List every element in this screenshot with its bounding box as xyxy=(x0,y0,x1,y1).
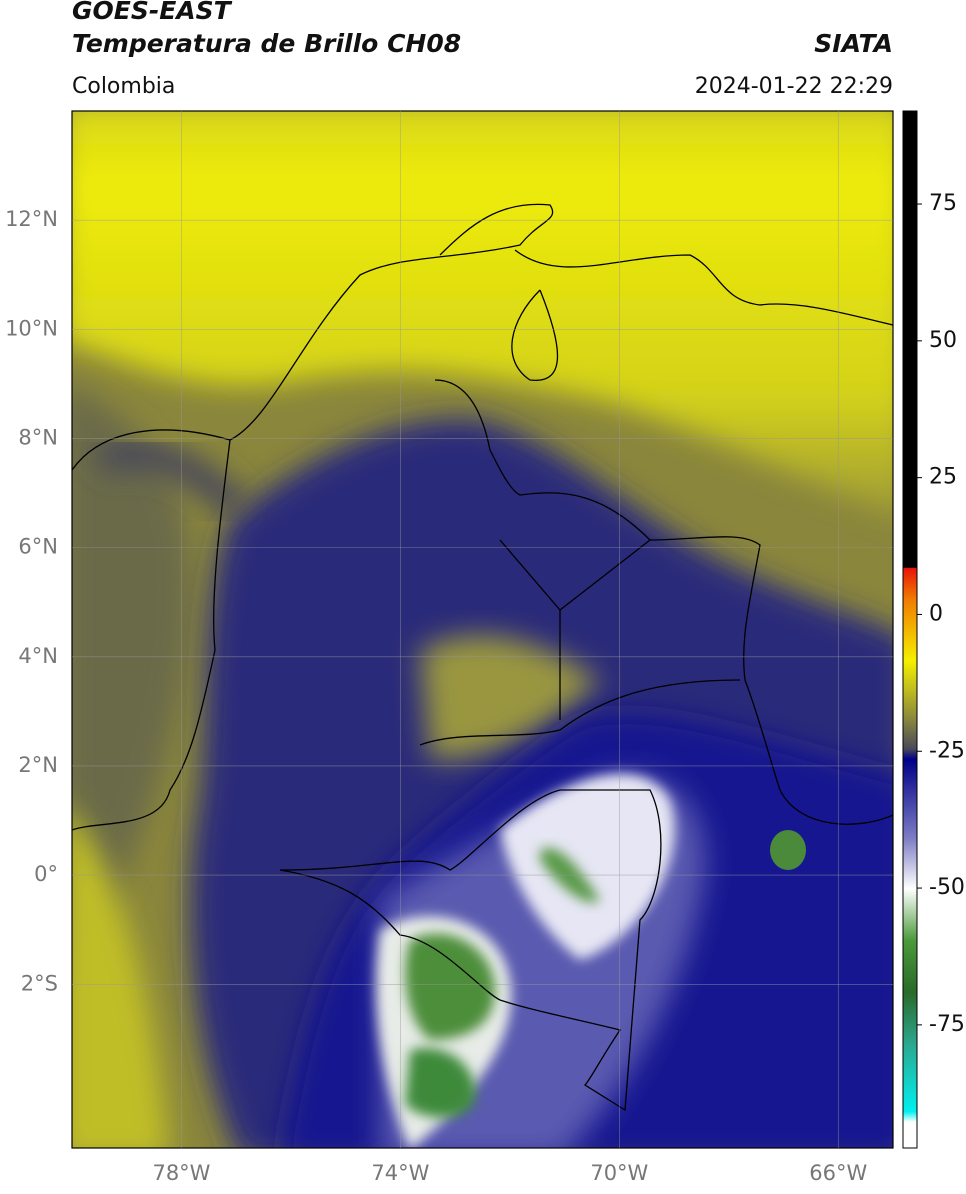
colorbar-tick-label: -50 xyxy=(929,875,965,900)
lat-tick-label: 6°N xyxy=(18,535,58,559)
satellite-image xyxy=(72,111,893,1148)
region: Colombia xyxy=(72,74,175,99)
datetime: 2024-01-22 22:29 xyxy=(695,74,893,99)
lat-tick-label: 4°N xyxy=(18,644,58,668)
graticule xyxy=(72,111,893,1148)
boundaries xyxy=(72,203,893,1112)
lon-tick-label: 74°W xyxy=(371,1161,429,1185)
colorbar-tick-label: -75 xyxy=(929,1012,965,1037)
lat-tick-label: 12°N xyxy=(5,207,58,231)
lat-tick-label: 2°N xyxy=(18,753,58,777)
lon-tick-label: 70°W xyxy=(590,1161,648,1185)
colorbar-tick-label: -25 xyxy=(929,738,965,763)
satellite: GOES-EAST xyxy=(72,0,233,25)
lon-tick-label: 78°W xyxy=(152,1161,210,1185)
source: SIATA xyxy=(814,29,893,58)
lat-tick-label: 2°S xyxy=(21,971,58,995)
lat-tick-label: 10°N xyxy=(5,316,58,340)
colorbar xyxy=(902,110,918,1149)
map-frame xyxy=(71,110,894,1149)
colorbar-tick-label: 25 xyxy=(929,465,957,490)
colorbar-tick-label: 75 xyxy=(929,191,957,216)
lat-tick-label: 0° xyxy=(34,862,58,886)
colorbar-tick-label: 0 xyxy=(929,601,943,626)
colorbar-tick-label: 50 xyxy=(929,328,957,353)
lon-tick-label: 66°W xyxy=(809,1161,867,1185)
product: Temperatura de Brillo CH08 xyxy=(72,29,461,58)
lat-tick-label: 8°N xyxy=(18,425,58,449)
